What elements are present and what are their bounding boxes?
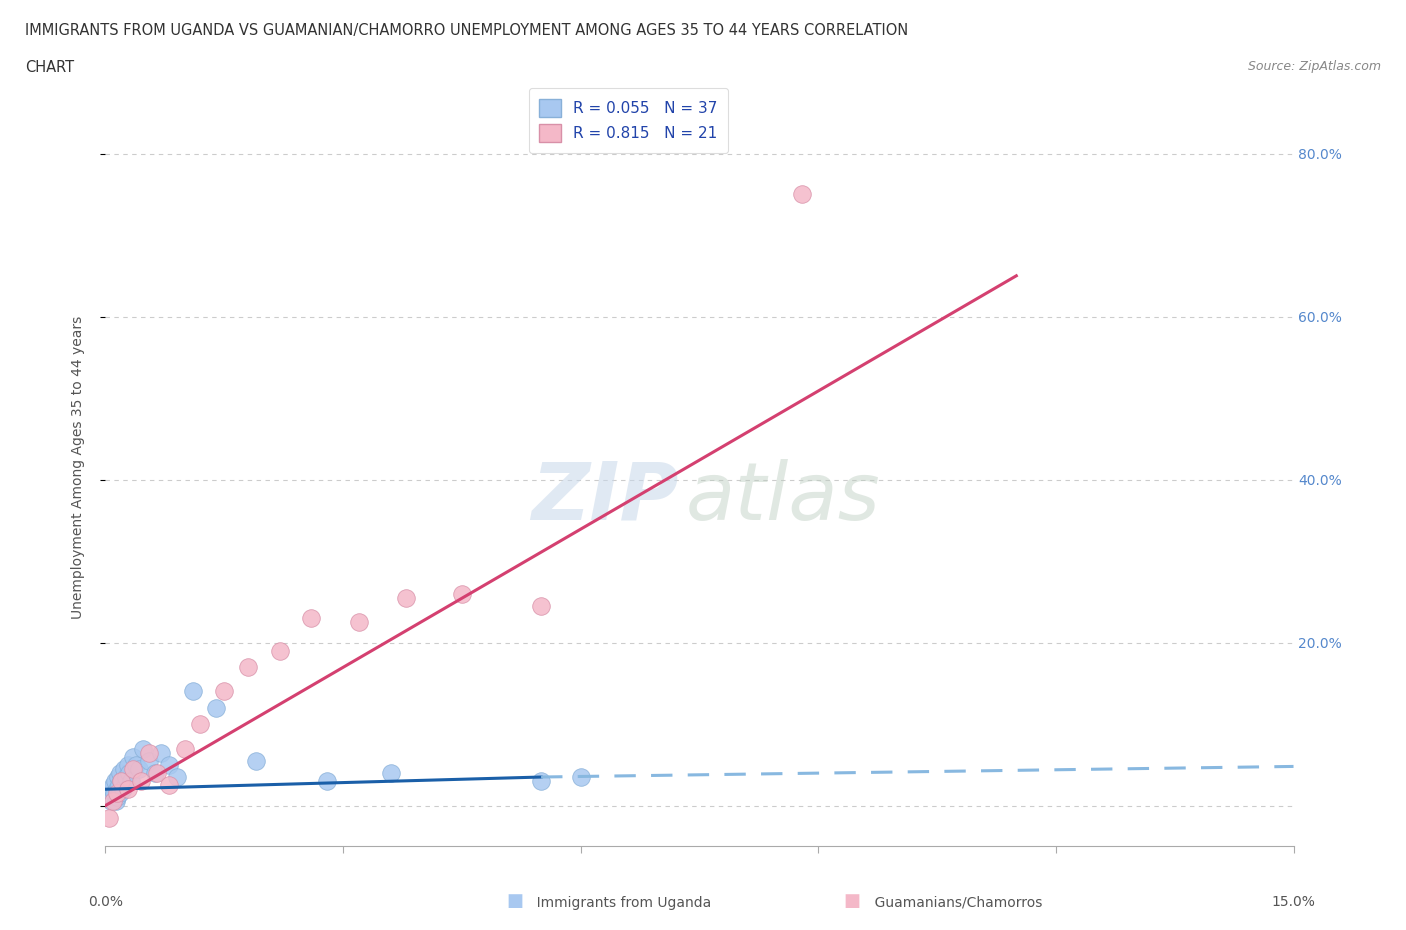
Point <box>110 786 132 801</box>
Point <box>103 794 125 809</box>
Point <box>117 782 139 797</box>
Point <box>122 750 145 764</box>
Text: ■: ■ <box>844 892 860 910</box>
Point <box>104 774 127 789</box>
Point <box>143 765 166 780</box>
Text: Immigrants from Uganda: Immigrants from Uganda <box>506 896 711 910</box>
Point <box>205 700 228 715</box>
Text: 0.0%: 0.0% <box>89 896 122 910</box>
Point <box>269 644 291 658</box>
Point <box>173 741 195 756</box>
Point <box>166 770 188 785</box>
Point <box>101 782 124 797</box>
Point <box>108 765 131 780</box>
Point <box>103 777 125 792</box>
Point <box>107 770 129 785</box>
Text: atlas: atlas <box>685 458 880 537</box>
Point <box>129 774 152 789</box>
Point <box>110 774 132 789</box>
Point <box>104 794 127 809</box>
Text: IMMIGRANTS FROM UGANDA VS GUAMANIAN/CHAMORRO UNEMPLOYMENT AMONG AGES 35 TO 44 YE: IMMIGRANTS FROM UGANDA VS GUAMANIAN/CHAM… <box>25 23 908 38</box>
Point <box>132 741 155 756</box>
Point <box>347 615 370 630</box>
Point <box>299 611 322 626</box>
Point <box>111 782 134 797</box>
Text: ■: ■ <box>506 892 523 910</box>
Text: Source: ZipAtlas.com: Source: ZipAtlas.com <box>1247 60 1381 73</box>
Text: ZIP: ZIP <box>530 458 678 537</box>
Point <box>395 591 418 605</box>
Point <box>245 753 267 768</box>
Point <box>110 774 132 789</box>
Point <box>316 774 339 789</box>
Point <box>105 790 128 804</box>
Point <box>98 810 121 825</box>
Point <box>450 586 472 601</box>
Point <box>138 745 160 760</box>
Point <box>98 786 121 801</box>
Point <box>103 786 125 801</box>
Text: 15.0%: 15.0% <box>1271 896 1316 910</box>
Point <box>105 782 128 797</box>
Point <box>120 774 142 789</box>
Point <box>157 757 180 772</box>
Point <box>380 765 402 780</box>
Point <box>792 187 814 202</box>
Point <box>138 753 160 768</box>
Point <box>530 598 553 613</box>
Point <box>100 794 122 809</box>
Point <box>149 745 172 760</box>
Point <box>569 770 592 785</box>
Point <box>105 786 128 801</box>
Point <box>115 770 138 785</box>
Legend: R = 0.055   N = 37, R = 0.815   N = 21: R = 0.055 N = 37, R = 0.815 N = 21 <box>529 88 728 153</box>
Point <box>108 777 131 792</box>
Text: Guamanians/Chamorros: Guamanians/Chamorros <box>844 896 1042 910</box>
Point <box>124 757 146 772</box>
Point <box>128 762 150 777</box>
Point <box>117 757 139 772</box>
Point <box>236 659 259 674</box>
Point <box>146 765 169 780</box>
Y-axis label: Unemployment Among Ages 35 to 44 years: Unemployment Among Ages 35 to 44 years <box>70 315 84 619</box>
Point <box>101 790 124 804</box>
Point <box>190 717 212 732</box>
Point <box>157 777 180 792</box>
Point <box>530 774 553 789</box>
Point <box>214 684 236 698</box>
Point <box>118 765 141 780</box>
Point <box>122 762 145 777</box>
Point <box>114 762 136 777</box>
Text: CHART: CHART <box>25 60 75 75</box>
Point <box>181 684 204 698</box>
